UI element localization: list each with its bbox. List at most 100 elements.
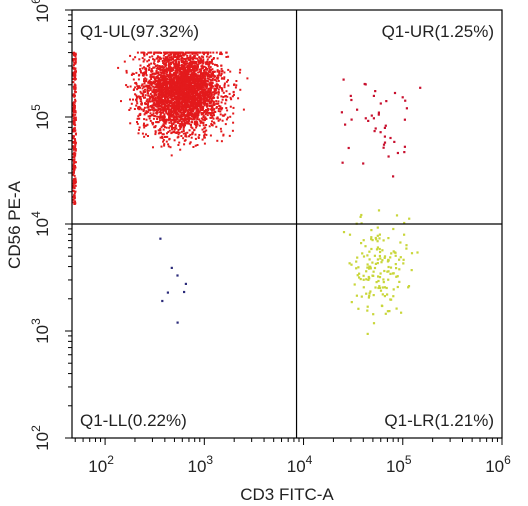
- event-point: [179, 108, 182, 111]
- event-point: [73, 146, 76, 149]
- event-point: [170, 77, 173, 80]
- event-point: [194, 133, 197, 136]
- event-point: [176, 54, 179, 57]
- event-point: [141, 95, 144, 98]
- event-point: [206, 108, 209, 111]
- event-point: [184, 117, 187, 120]
- event-point: [382, 146, 385, 149]
- event-point: [149, 87, 152, 90]
- event-point: [158, 117, 161, 120]
- event-point: [169, 65, 171, 68]
- event-point: [175, 127, 178, 130]
- event-point: [389, 298, 392, 301]
- event-point: [377, 209, 381, 212]
- event-point: [199, 105, 202, 108]
- event-point: [143, 66, 145, 69]
- event-point: [219, 107, 222, 110]
- event-point: [72, 119, 75, 122]
- event-point: [174, 62, 177, 64]
- event-point: [74, 200, 77, 203]
- event-point: [73, 187, 76, 190]
- event-point: [146, 111, 149, 113]
- event-point: [182, 126, 185, 129]
- event-point: [192, 86, 195, 89]
- event-point: [195, 75, 198, 78]
- event-point: [184, 84, 187, 87]
- event-point: [176, 58, 178, 61]
- event-point: [192, 66, 195, 69]
- event-point: [72, 73, 75, 76]
- quadrant-label-ur: Q1-UR(1.25%): [382, 22, 494, 41]
- event-point: [215, 125, 218, 128]
- event-point: [72, 64, 75, 67]
- event-point: [188, 105, 191, 108]
- event-point: [186, 103, 189, 105]
- event-point: [191, 112, 194, 115]
- event-point: [221, 70, 223, 73]
- event-point: [202, 84, 205, 87]
- event-point: [156, 80, 158, 83]
- event-point: [158, 131, 161, 134]
- event-point: [73, 87, 76, 90]
- event-point: [168, 82, 171, 85]
- event-point: [144, 94, 147, 97]
- event-point: [176, 66, 179, 69]
- event-point: [228, 134, 231, 137]
- event-point: [145, 74, 148, 77]
- event-point: [189, 80, 192, 83]
- event-point: [168, 100, 171, 103]
- event-point: [153, 62, 155, 65]
- y-axis-label: CD56 PE-A: [5, 180, 24, 269]
- event-point: [187, 111, 190, 114]
- event-point: [217, 76, 220, 79]
- event-point: [159, 100, 162, 103]
- event-point: [416, 251, 419, 254]
- event-point: [221, 89, 224, 92]
- event-point: [197, 63, 200, 66]
- event-point: [159, 91, 162, 94]
- event-point: [203, 92, 206, 95]
- event-point: [150, 78, 153, 80]
- event-point: [189, 100, 192, 103]
- event-point: [169, 115, 172, 118]
- event-point: [210, 76, 213, 79]
- event-point: [386, 270, 389, 273]
- event-point: [207, 73, 210, 76]
- event-point: [141, 87, 144, 90]
- event-point: [182, 54, 185, 57]
- event-point: [183, 290, 186, 294]
- event-point: [72, 58, 75, 61]
- event-point: [178, 58, 181, 61]
- event-point: [150, 70, 153, 73]
- event-point: [419, 86, 422, 89]
- event-point: [208, 61, 211, 64]
- event-point: [155, 70, 158, 73]
- event-point: [137, 78, 140, 81]
- event-point: [190, 72, 193, 75]
- event-point: [395, 267, 398, 270]
- event-point: [162, 54, 165, 57]
- event-point: [171, 94, 174, 97]
- event-point: [204, 83, 207, 86]
- event-point: [205, 66, 207, 69]
- event-point: [387, 278, 390, 281]
- event-point: [73, 192, 76, 195]
- event-point: [143, 54, 146, 57]
- event-point: [208, 63, 211, 65]
- event-point: [161, 87, 164, 90]
- event-point: [143, 58, 146, 61]
- event-point: [167, 91, 170, 94]
- event-point: [74, 55, 77, 58]
- event-point: [200, 111, 203, 114]
- event-point: [163, 75, 166, 78]
- event-point: [196, 84, 199, 87]
- event-point: [73, 106, 76, 109]
- event-point: [171, 124, 173, 127]
- event-point: [155, 103, 157, 106]
- event-point: [156, 67, 159, 70]
- event-point: [74, 67, 77, 70]
- event-point: [166, 83, 168, 86]
- event-point: [396, 285, 399, 289]
- event-point: [373, 254, 376, 257]
- event-point: [142, 110, 145, 112]
